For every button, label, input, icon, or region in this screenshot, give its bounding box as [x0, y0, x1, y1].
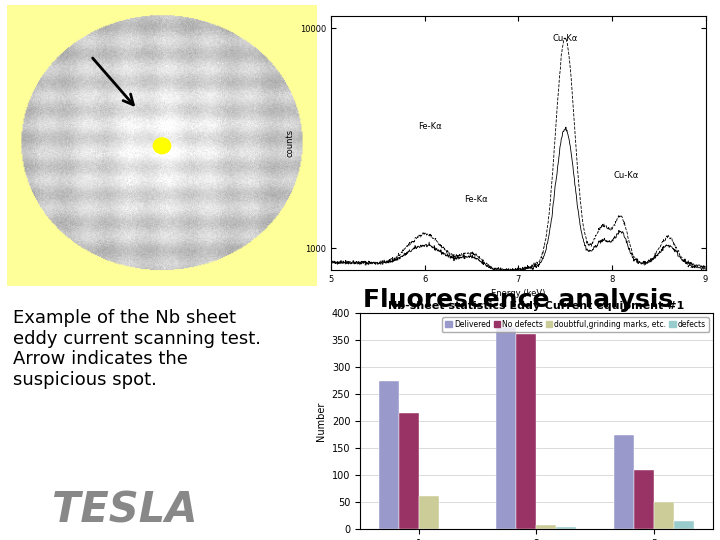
Bar: [516, 334, 536, 529]
Bar: [419, 496, 438, 529]
Bar: [496, 327, 516, 529]
Bar: [614, 435, 634, 529]
X-axis label: Energy (keV): Energy (keV): [491, 289, 546, 299]
Y-axis label: counts: counts: [286, 129, 294, 157]
Title: Nb-sheet statistics Eddy-Current equipment #1: Nb-sheet statistics Eddy-Current equipme…: [388, 301, 685, 311]
Text: Fe-Kα: Fe-Kα: [418, 122, 441, 131]
Text: TESLA: TESLA: [52, 490, 197, 532]
Bar: [557, 526, 577, 529]
Text: Example of the Nb sheet
eddy current scanning test.
Arrow indicates the
suspicio: Example of the Nb sheet eddy current sca…: [14, 309, 261, 389]
Bar: [654, 502, 674, 529]
Text: Cu-Kα: Cu-Kα: [613, 171, 639, 180]
Bar: [634, 470, 654, 529]
Circle shape: [153, 138, 171, 154]
Bar: [379, 381, 399, 529]
Bar: [399, 413, 419, 529]
Text: Fluorescence analysis: Fluorescence analysis: [364, 288, 673, 312]
Y-axis label: Number: Number: [316, 402, 326, 441]
Bar: [536, 525, 557, 529]
Bar: [674, 521, 694, 529]
Text: Cu-Kα: Cu-Kα: [552, 34, 578, 43]
Text: Fe-Kα: Fe-Kα: [464, 195, 488, 204]
Legend: Delivered, No defects, doubtful,grinding marks, etc., defects: Delivered, No defects, doubtful,grinding…: [442, 317, 709, 332]
